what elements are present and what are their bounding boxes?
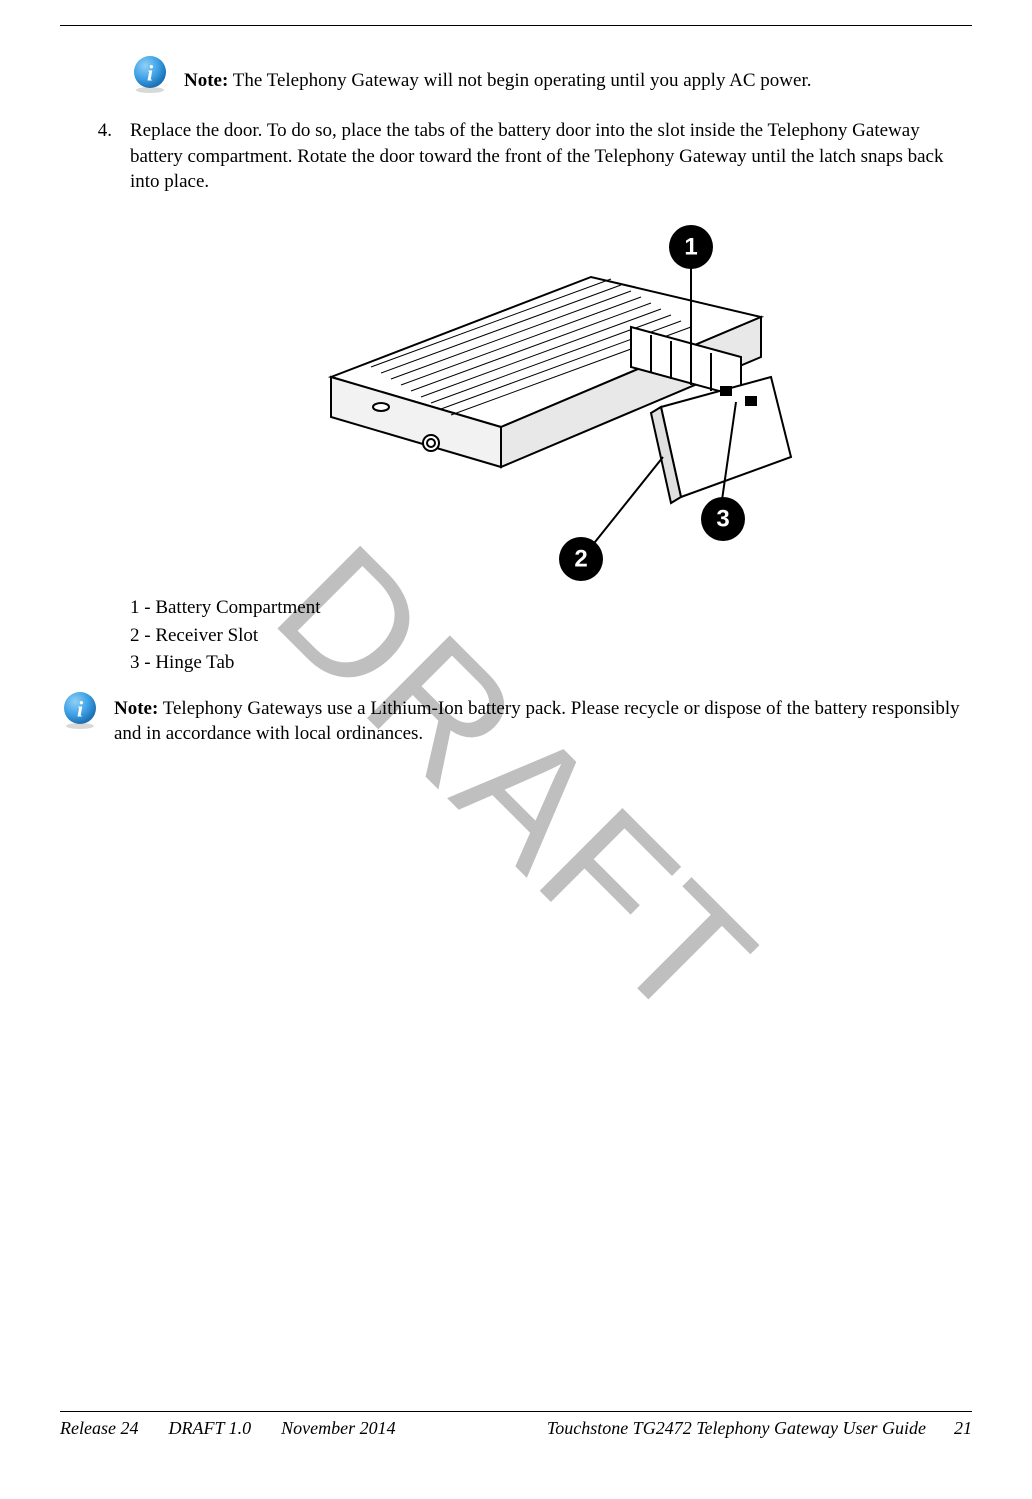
callout-1: 1 xyxy=(684,233,697,260)
step-body: Replace the door. To do so, place the ta… xyxy=(130,118,972,195)
footer-doc-title: Touchstone TG2472 Telephony Gateway User… xyxy=(547,1418,926,1439)
page-footer: Release 24 DRAFT 1.0 November 2014 Touch… xyxy=(60,1411,972,1439)
note-label: Note: xyxy=(184,70,228,91)
info-icon: i xyxy=(130,54,170,94)
svg-text:i: i xyxy=(77,696,84,721)
note-label: Note: xyxy=(114,698,158,719)
note-text: Telephony Gateways use a Lithium-Ion bat… xyxy=(114,698,960,745)
footer-date: November 2014 xyxy=(281,1418,395,1439)
note-1: i Note: The Telephony Gateway will not b… xyxy=(130,54,972,94)
legend-item: 2 - Receiver Slot xyxy=(130,623,972,649)
info-icon: i xyxy=(60,690,100,730)
legend-item: 3 - Hinge Tab xyxy=(130,650,972,676)
callout-3: 3 xyxy=(716,505,729,532)
note-2: i Note: Telephony Gateways use a Lithium… xyxy=(60,690,972,747)
legend-item: 1 - Battery Compartment xyxy=(130,595,972,621)
step-number: 4. xyxy=(84,118,112,195)
device-figure: 1 2 3 xyxy=(130,207,972,587)
header-rule xyxy=(60,25,972,26)
footer-draft: DRAFT 1.0 xyxy=(168,1418,251,1439)
figure-legend: 1 - Battery Compartment 2 - Receiver Slo… xyxy=(130,595,972,676)
svg-text:i: i xyxy=(147,61,154,86)
note-text: The Telephony Gateway will not begin ope… xyxy=(228,70,811,91)
footer-release: Release 24 xyxy=(60,1418,138,1439)
footer-page-number: 21 xyxy=(954,1418,972,1439)
callout-2: 2 xyxy=(574,545,587,572)
step-4: 4. Replace the door. To do so, place the… xyxy=(84,118,972,195)
